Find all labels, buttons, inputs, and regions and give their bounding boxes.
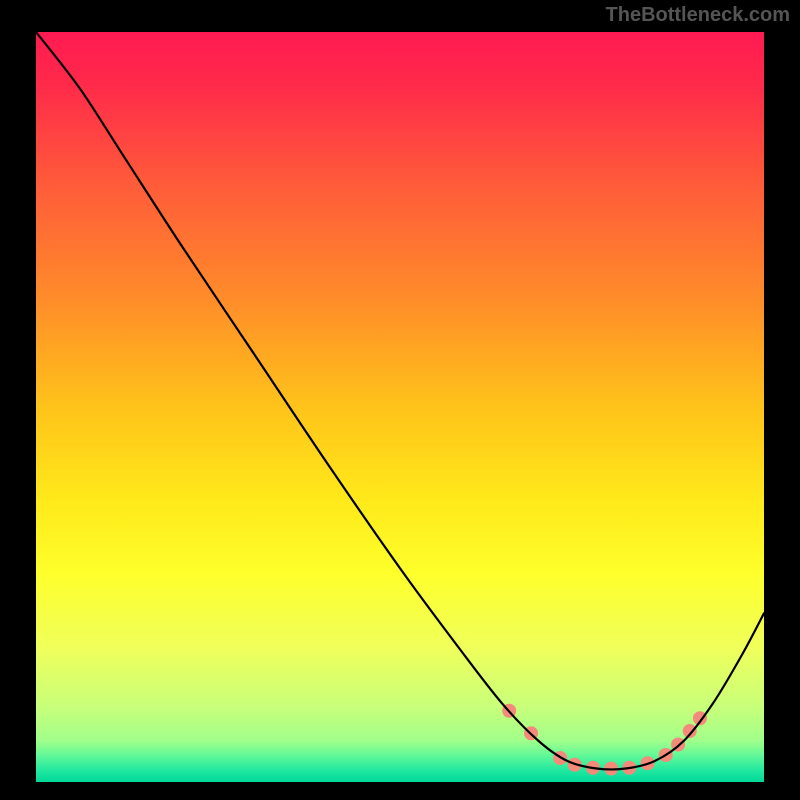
watermark-text: TheBottleneck.com — [606, 4, 790, 27]
plot-area — [36, 32, 764, 782]
gradient-background — [36, 32, 764, 782]
chart-container: TheBottleneck.com — [0, 0, 800, 800]
